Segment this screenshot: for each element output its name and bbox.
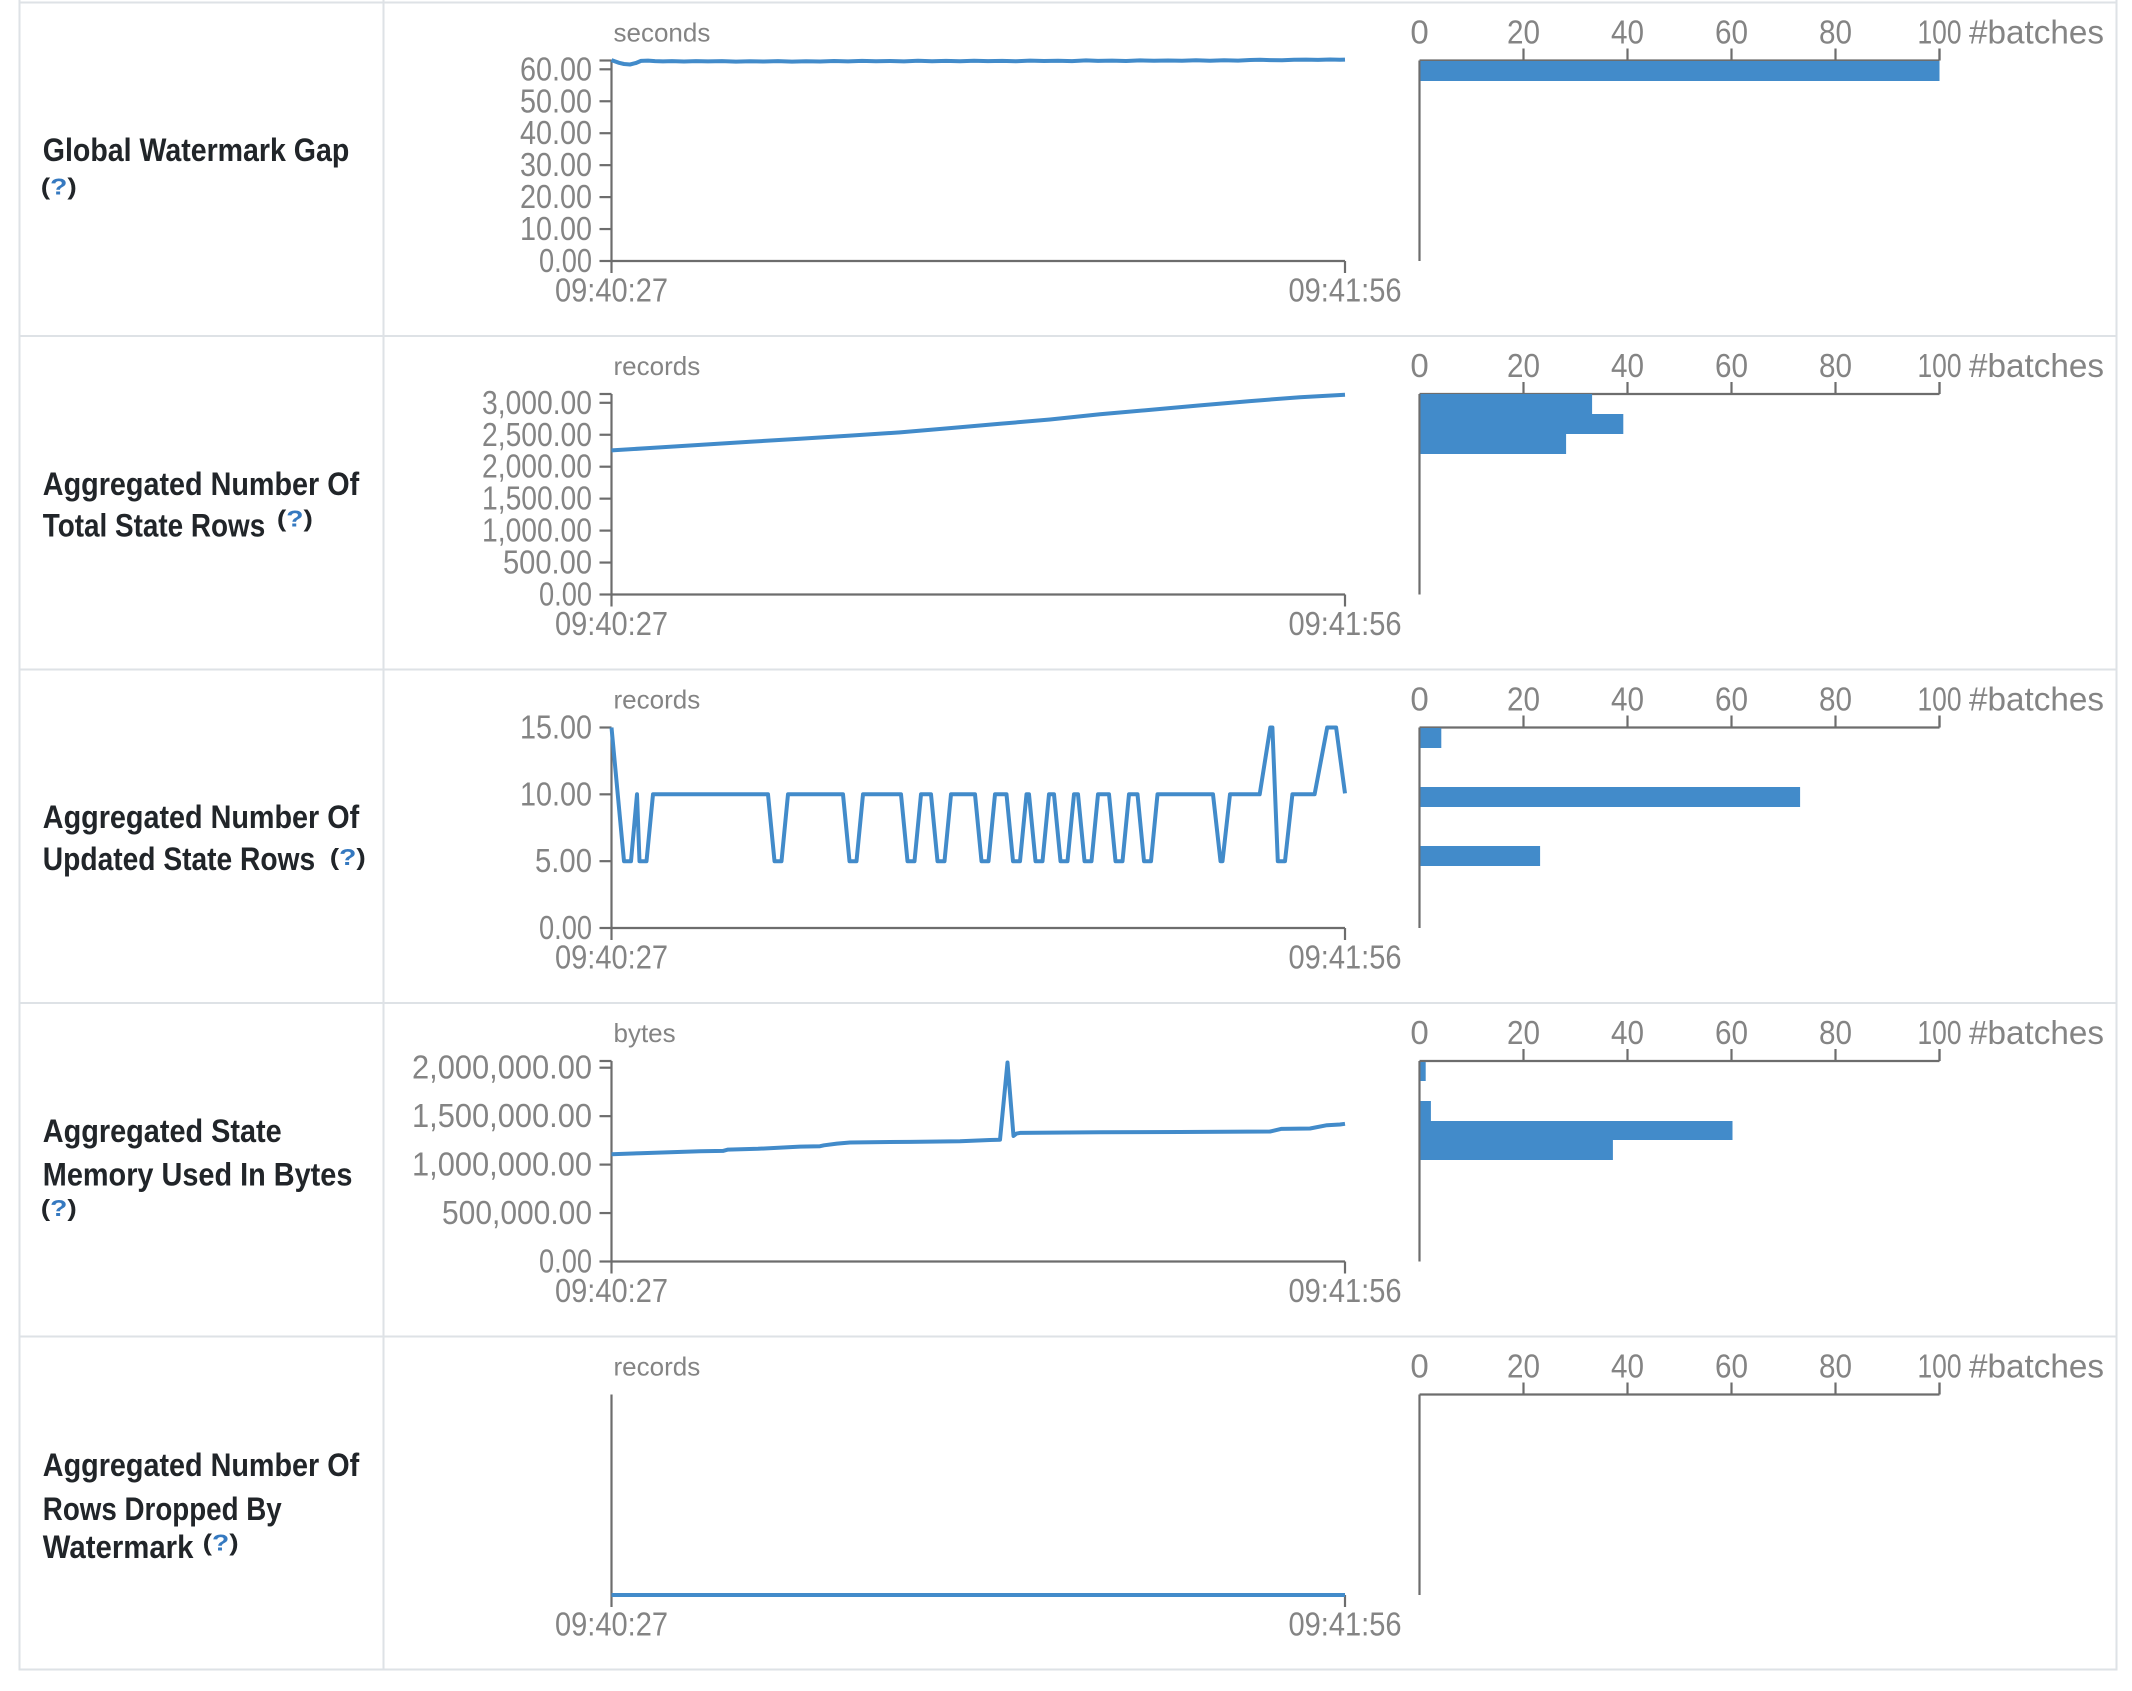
svg-text:40: 40: [1611, 14, 1644, 51]
svg-text:20.00: 20.00: [520, 178, 592, 215]
svg-text:Total State Rows: Total State Rows: [43, 507, 265, 543]
svg-text:1,500,000.00: 1,500,000.00: [412, 1097, 592, 1134]
svg-text:(?): (?): [41, 1195, 77, 1221]
svg-text:0.00: 0.00: [539, 1243, 592, 1280]
svg-text:Watermark: Watermark: [43, 1529, 194, 1565]
svg-text:bytes: bytes: [614, 1018, 676, 1048]
svg-text:100: 100: [1918, 347, 1962, 384]
svg-text:seconds: seconds: [614, 18, 711, 48]
svg-text:500,000.00: 500,000.00: [442, 1194, 592, 1231]
svg-text:09:40:27: 09:40:27: [555, 1606, 668, 1643]
svg-text:(?): (?): [330, 844, 366, 870]
svg-text:500.00: 500.00: [503, 544, 592, 581]
svg-text:60: 60: [1715, 1348, 1748, 1385]
svg-text:20: 20: [1507, 1348, 1540, 1385]
svg-text:Aggregated Number Of: Aggregated Number Of: [43, 1447, 360, 1483]
svg-text:20: 20: [1507, 681, 1540, 718]
svg-text:80: 80: [1819, 1348, 1852, 1385]
svg-text:1,500.00: 1,500.00: [482, 480, 592, 517]
svg-text:Updated State Rows: Updated State Rows: [43, 841, 315, 877]
svg-text:1,000.00: 1,000.00: [482, 512, 592, 549]
svg-text:2,000,000.00: 2,000,000.00: [412, 1049, 592, 1086]
svg-text:0: 0: [1410, 347, 1428, 384]
svg-text:#batches: #batches: [1969, 1014, 2104, 1051]
svg-text:#batches: #batches: [1969, 14, 2104, 51]
svg-text:09:41:56: 09:41:56: [1289, 605, 1402, 642]
svg-text:80: 80: [1819, 347, 1852, 384]
svg-text:60.00: 60.00: [520, 50, 592, 87]
svg-text:09:40:27: 09:40:27: [555, 605, 668, 642]
svg-text:records: records: [614, 1352, 701, 1382]
svg-text:Aggregated Number Of: Aggregated Number Of: [43, 466, 360, 502]
svg-text:2,000.00: 2,000.00: [482, 448, 592, 485]
svg-text:80: 80: [1819, 1014, 1852, 1051]
svg-text:40.00: 40.00: [520, 114, 592, 151]
svg-text:20: 20: [1507, 1014, 1540, 1051]
svg-text:records: records: [614, 685, 701, 715]
svg-text:(?): (?): [41, 174, 77, 200]
svg-text:2,500.00: 2,500.00: [482, 416, 592, 453]
svg-text:100: 100: [1918, 1348, 1962, 1385]
svg-text:40: 40: [1611, 681, 1644, 718]
svg-text:09:41:56: 09:41:56: [1289, 1606, 1402, 1643]
svg-text:100: 100: [1918, 14, 1962, 51]
svg-text:Aggregated Number Of: Aggregated Number Of: [43, 799, 360, 835]
svg-text:3,000.00: 3,000.00: [482, 384, 592, 421]
svg-text:#batches: #batches: [1969, 347, 2104, 384]
svg-text:(?): (?): [203, 1529, 239, 1555]
svg-text:0.00: 0.00: [539, 909, 592, 946]
svg-text:Rows Dropped By: Rows Dropped By: [43, 1491, 282, 1527]
svg-text:09:41:56: 09:41:56: [1289, 272, 1402, 309]
svg-text:15.00: 15.00: [520, 709, 592, 746]
svg-text:0: 0: [1410, 1348, 1428, 1385]
svg-text:09:40:27: 09:40:27: [555, 939, 668, 976]
svg-text:5.00: 5.00: [535, 842, 592, 879]
svg-text:0.00: 0.00: [539, 242, 592, 279]
svg-text:09:40:27: 09:40:27: [555, 272, 668, 309]
svg-text:60: 60: [1715, 681, 1748, 718]
svg-text:50.00: 50.00: [520, 82, 592, 119]
svg-text:60: 60: [1715, 347, 1748, 384]
svg-text:60: 60: [1715, 1014, 1748, 1051]
svg-text:records: records: [614, 351, 701, 381]
svg-text:09:41:56: 09:41:56: [1289, 1272, 1402, 1309]
svg-text:40: 40: [1611, 347, 1644, 384]
svg-text:Global Watermark Gap: Global Watermark Gap: [43, 132, 350, 168]
svg-text:1,000,000.00: 1,000,000.00: [412, 1146, 592, 1183]
svg-text:0.00: 0.00: [539, 576, 592, 613]
svg-text:100: 100: [1918, 681, 1962, 718]
svg-text:60: 60: [1715, 14, 1748, 51]
svg-text:#batches: #batches: [1969, 1348, 2104, 1385]
svg-text:30.00: 30.00: [520, 146, 592, 183]
svg-text:100: 100: [1918, 1014, 1962, 1051]
svg-text:0: 0: [1410, 14, 1428, 51]
svg-text:20: 20: [1507, 14, 1540, 51]
svg-text:09:41:56: 09:41:56: [1289, 939, 1402, 976]
svg-text:40: 40: [1611, 1348, 1644, 1385]
svg-text:(?): (?): [277, 505, 313, 531]
svg-text:10.00: 10.00: [520, 210, 592, 247]
svg-text:10.00: 10.00: [520, 775, 592, 812]
svg-text:80: 80: [1819, 681, 1852, 718]
svg-text:Memory Used In Bytes: Memory Used In Bytes: [43, 1156, 353, 1192]
svg-text:#batches: #batches: [1969, 681, 2104, 718]
svg-text:20: 20: [1507, 347, 1540, 384]
svg-text:09:40:27: 09:40:27: [555, 1272, 668, 1309]
svg-text:Aggregated State: Aggregated State: [43, 1113, 282, 1149]
svg-text:40: 40: [1611, 1014, 1644, 1051]
svg-text:0: 0: [1410, 1014, 1428, 1051]
svg-text:80: 80: [1819, 14, 1852, 51]
svg-text:0: 0: [1410, 681, 1428, 718]
